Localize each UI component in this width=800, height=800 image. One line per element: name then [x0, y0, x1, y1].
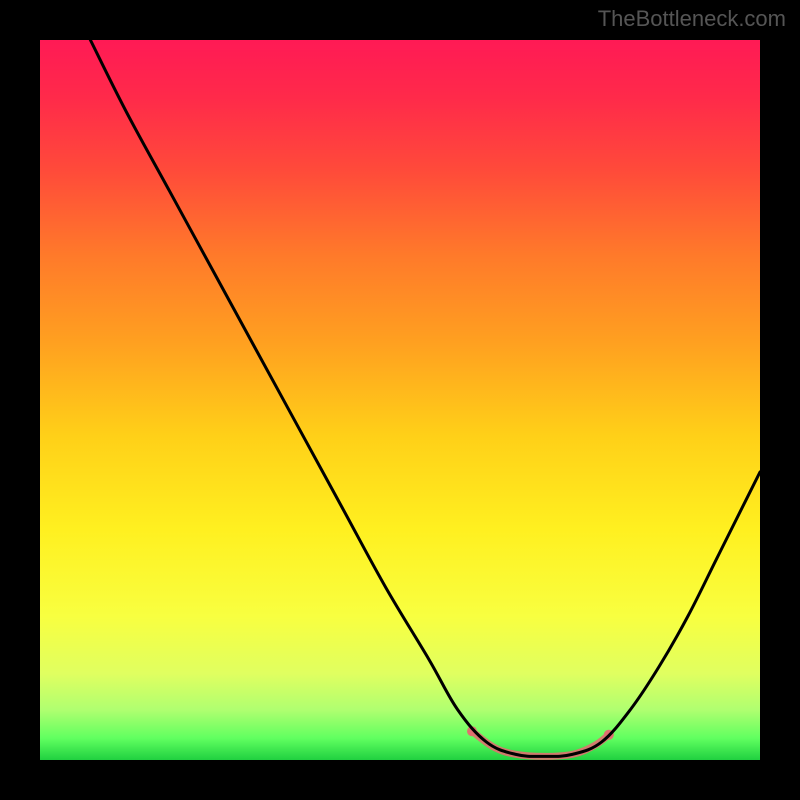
plot-area: [40, 40, 760, 760]
bottleneck-curve: [90, 40, 760, 756]
highlight-dots: [467, 726, 614, 740]
curve-layer: [40, 40, 760, 760]
highlight-segment: [472, 731, 609, 756]
watermark-text: TheBottleneck.com: [598, 6, 786, 32]
